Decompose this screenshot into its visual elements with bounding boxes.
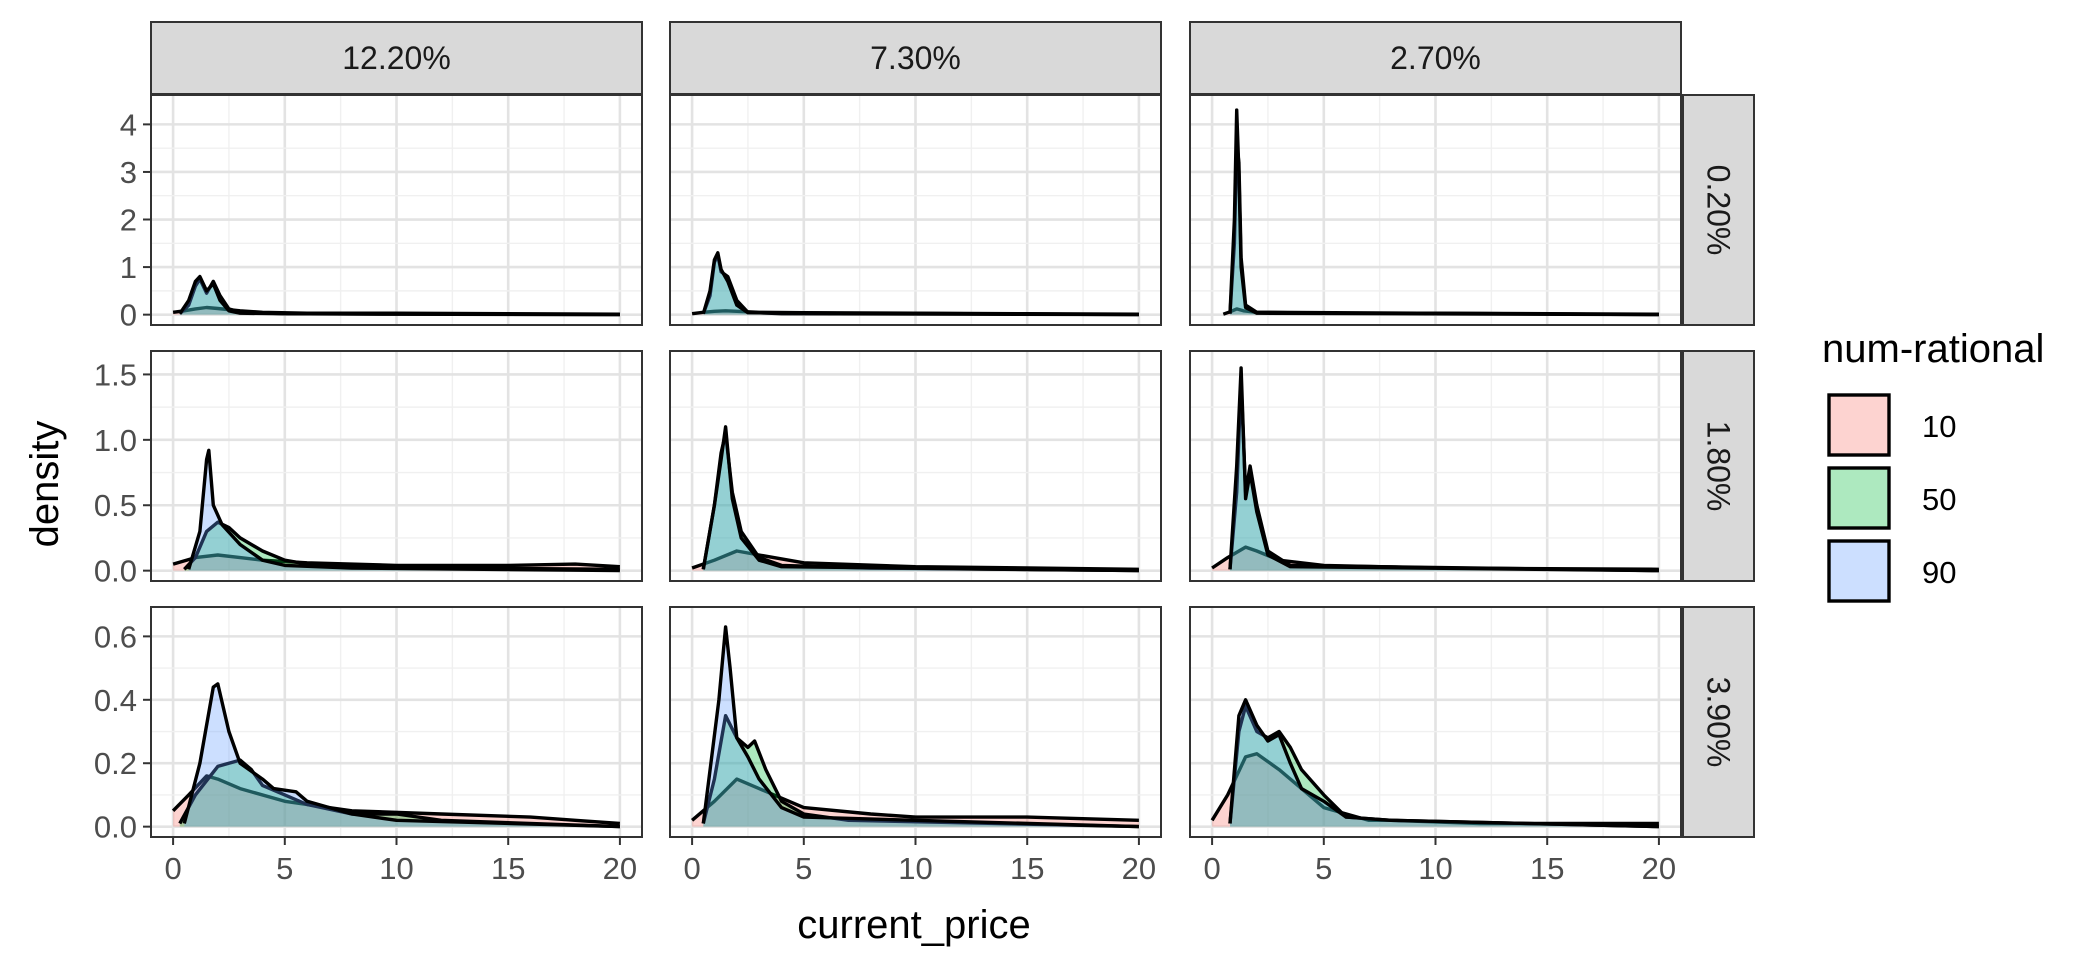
density-area-50 [179, 279, 620, 315]
legend-label: 90 [1922, 555, 1956, 590]
legend-item-50: 50 [1826, 465, 1956, 531]
x-tick-label: 20 [603, 851, 637, 886]
y-tick-label: 0 [120, 298, 137, 333]
legend-label: 10 [1922, 409, 1956, 444]
x-tick-label: 20 [1122, 851, 1156, 886]
legend-item-90: 90 [1826, 538, 1956, 604]
row-strip-label: 1.80% [1701, 421, 1737, 512]
density-area-50 [179, 760, 620, 827]
y-tick-label: 0.2 [94, 746, 137, 781]
density-line-90 [182, 682, 620, 829]
facet-panel [1189, 94, 1682, 326]
density-line-90 [187, 448, 620, 573]
density-area-10 [1212, 547, 1659, 571]
x-tick-label: 0 [683, 851, 700, 886]
y-tick-label: 1.5 [94, 357, 137, 392]
y-tick-label: 4 [120, 107, 137, 142]
density-area-50 [703, 433, 1139, 571]
panel-border [150, 94, 643, 326]
x-tick-label: 10 [1418, 851, 1452, 886]
x-tick-label: 20 [1642, 851, 1676, 886]
density-area-10 [173, 775, 620, 827]
x-tick-label: 10 [379, 851, 413, 886]
x-tick-label: 5 [276, 851, 293, 886]
density-area-90 [703, 626, 1139, 827]
density-area-90 [188, 450, 620, 571]
density-line-50 [178, 758, 620, 829]
facet-panel [669, 350, 1162, 582]
facet-panel: 0.0 0.5 1.0 1.5 [94, 350, 643, 589]
legend-key-background [1826, 465, 1892, 531]
legend-key-swatch [1827, 466, 1891, 530]
y-tick-label: 0.4 [94, 683, 137, 718]
density-line-10 [690, 777, 1139, 822]
row-strip-label: 3.90% [1701, 677, 1737, 768]
legend-key-background [1826, 392, 1892, 458]
legend-item-10: 10 [1826, 392, 1956, 458]
y-axis-title: density [23, 421, 67, 548]
y-tick-label: 2 [120, 203, 137, 238]
row-strip [1682, 350, 1755, 582]
x-tick-label: 5 [1315, 851, 1332, 886]
facet-panels: 12.20% 7.30% 2.70%0.20%1.80%3.90%012340.00… [94, 21, 1755, 886]
density-line-10 [171, 774, 621, 826]
column-strip-label: 2.70% [1390, 40, 1481, 76]
density-line-90 [178, 274, 620, 317]
facet-panel: 0 5 10 15 20 [1189, 606, 1682, 886]
density-area-90 [184, 683, 620, 827]
density-area-50 [703, 715, 1139, 827]
density-area-90 [1230, 699, 1659, 827]
density-line-90 [701, 625, 1139, 829]
x-tick-label: 15 [491, 851, 525, 886]
legend-key-swatch [1827, 393, 1891, 457]
y-tick-label: 0.6 [94, 619, 137, 654]
legend: num-rational 10 50 90 [1822, 327, 2044, 604]
x-tick-label: 5 [795, 851, 812, 886]
legend-key-background [1826, 538, 1892, 604]
facet-panel [669, 94, 1162, 326]
y-tick-label: 1 [120, 250, 137, 285]
facet-panel: 0 5 10 15 20 0.0 0.2 0.4 0.6 [94, 606, 643, 886]
row-strip [1682, 606, 1755, 838]
column-strip [150, 21, 643, 95]
density-line-90 [1228, 108, 1659, 317]
density-line-90 [1228, 698, 1659, 829]
column-strip-label: 7.30% [870, 40, 961, 76]
column-strip [1189, 21, 1682, 95]
y-tick-label: 0.0 [94, 554, 137, 589]
panel-border [150, 350, 643, 582]
column-strip [669, 21, 1162, 95]
legend-label: 50 [1922, 482, 1956, 517]
x-tick-label: 15 [1010, 851, 1044, 886]
legend-title: num-rational [1822, 327, 2044, 371]
x-tick-label: 15 [1530, 851, 1564, 886]
density-area-90 [703, 426, 1139, 571]
column-strip-label: 12.20% [342, 40, 451, 76]
x-tick-label: 0 [1203, 851, 1220, 886]
x-tick-label: 0 [164, 851, 181, 886]
density-line-90 [701, 251, 1139, 317]
density-area-50 [1230, 706, 1659, 827]
y-tick-label: 0.0 [94, 810, 137, 845]
y-tick-label: 0.5 [94, 488, 137, 523]
legend-key-swatch [1827, 539, 1891, 603]
x-axis-title: current_price [797, 903, 1030, 947]
y-tick-label: 1.0 [94, 423, 137, 458]
density-area-90 [179, 276, 620, 315]
x-tick-label: 10 [898, 851, 932, 886]
density-line-90 [1228, 366, 1659, 573]
panel-border [1189, 350, 1682, 582]
panel-border [669, 94, 1162, 326]
panel-border [669, 350, 1162, 582]
panel-border [1189, 94, 1682, 326]
row-strip-label: 0.20% [1701, 165, 1737, 256]
density-line-90 [701, 425, 1139, 573]
facet-panel [1189, 350, 1682, 582]
y-tick-label: 3 [120, 155, 137, 190]
row-strip [1682, 94, 1755, 326]
facet-panel: 0 5 10 15 20 [669, 606, 1162, 886]
facet-panel: 0 1 2 3 4 [120, 94, 643, 333]
